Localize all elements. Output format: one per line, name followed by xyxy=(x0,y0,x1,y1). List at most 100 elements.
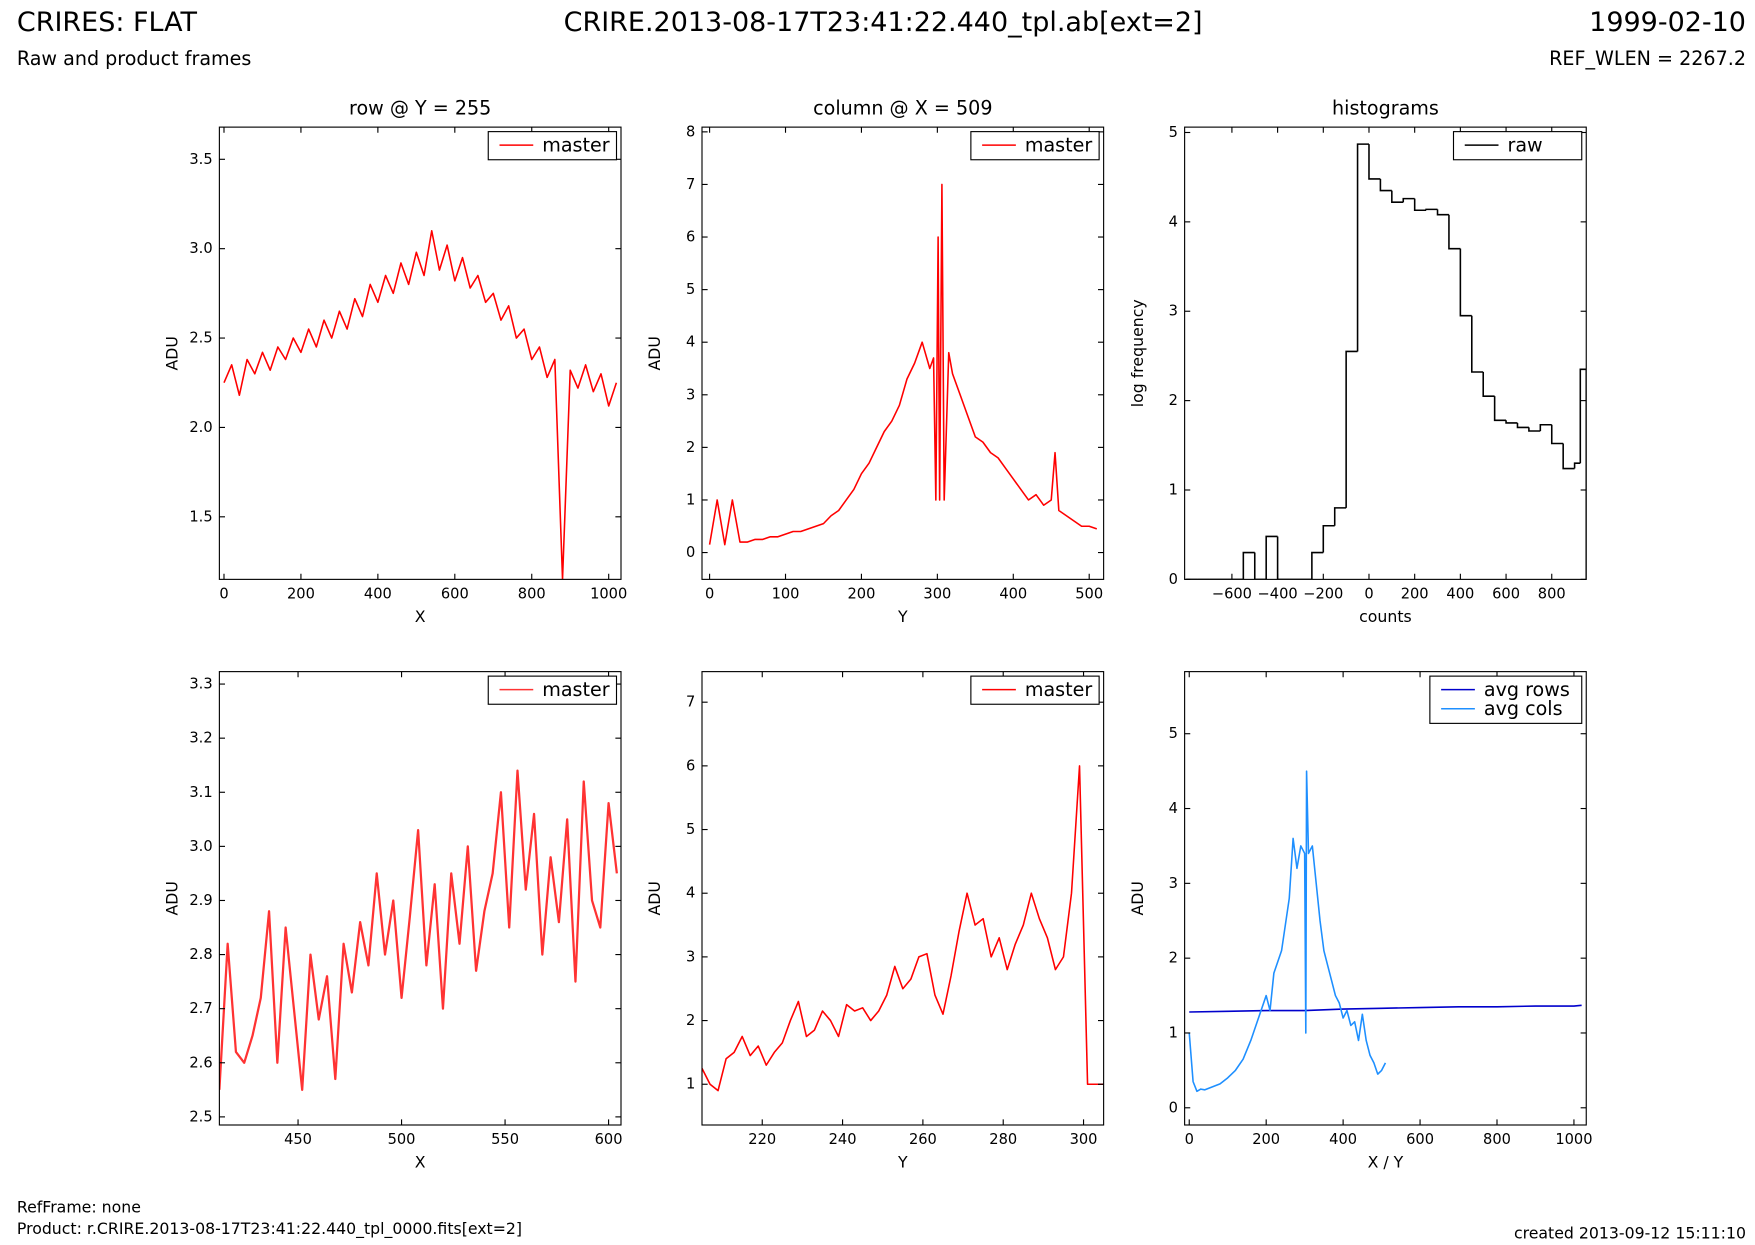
y-tick-label: 4 xyxy=(686,885,695,902)
y-tick-label: 7 xyxy=(686,694,695,711)
data-line xyxy=(1188,770,1387,1093)
data-line xyxy=(702,765,1104,1092)
x-tick-label: 600 xyxy=(595,1131,623,1148)
x-axis-label: X xyxy=(415,1153,426,1172)
y-tick-label: 3.0 xyxy=(189,838,212,855)
footer-ref-frame: RefFrame: none xyxy=(17,1198,141,1217)
histogram-step xyxy=(1459,248,1472,317)
x-tick-label: 550 xyxy=(491,1131,519,1148)
histogram-step xyxy=(1322,524,1335,553)
y-tick-label: 4 xyxy=(686,334,695,351)
y-tick-label: 3 xyxy=(1169,875,1178,892)
y-tick-label: 6 xyxy=(686,229,695,246)
y-tick-label: 4 xyxy=(1169,800,1178,817)
y-tick-label: 2 xyxy=(1169,950,1178,967)
histogram-step xyxy=(1379,178,1392,192)
x-tick-label: 240 xyxy=(829,1131,857,1148)
axes-frame xyxy=(1184,671,1587,1126)
y-tick-label: 5 xyxy=(1169,124,1178,141)
plot-area xyxy=(1188,770,1582,1093)
chart-title: histograms xyxy=(1332,96,1439,119)
x-tick-label: 400 xyxy=(364,585,392,602)
histogram-step xyxy=(1528,427,1541,432)
x-tick-label: 450 xyxy=(284,1131,312,1148)
plot-area xyxy=(702,765,1104,1092)
y-tick-label: 5 xyxy=(686,821,695,838)
x-tick-label: 200 xyxy=(1252,1131,1280,1148)
y-tick-label: 2.8 xyxy=(189,946,212,963)
y-tick-label: 5 xyxy=(686,281,695,298)
histogram-step xyxy=(1573,462,1581,469)
legend-label: avg cols xyxy=(1484,697,1563,720)
y-tick-label: 3.2 xyxy=(189,730,212,747)
legend-label: avg rows xyxy=(1484,678,1570,701)
x-tick-label: 0 xyxy=(705,585,714,602)
x-tick-label: 1000 xyxy=(590,585,627,602)
header-ref-wlen: REF_WLEN = 2267.2 xyxy=(1549,47,1746,70)
histogram-step xyxy=(1471,315,1484,373)
histogram-step xyxy=(1539,423,1552,432)
x-axis-label: Y xyxy=(897,607,908,626)
data-line xyxy=(708,183,1098,546)
x-tick-label: 200 xyxy=(287,585,315,602)
y-tick-label: 8 xyxy=(686,123,695,140)
histogram-step xyxy=(1253,552,1267,580)
header-subtitle: Raw and product frames xyxy=(17,47,252,70)
x-tick-label: 260 xyxy=(909,1131,937,1148)
plot-area xyxy=(219,769,618,1091)
y-tick-label: 6 xyxy=(686,757,695,774)
y-tick-label: 2.6 xyxy=(189,1054,212,1071)
data-line xyxy=(223,230,618,580)
plot-area xyxy=(1186,143,1587,580)
y-tick-label: 7 xyxy=(686,176,695,193)
y-tick-label: 2.9 xyxy=(189,892,212,909)
legend-label: raw xyxy=(1507,134,1542,157)
x-tick-label: 0 xyxy=(1185,1131,1194,1148)
data-line xyxy=(1189,1004,1582,1013)
x-tick-label: 500 xyxy=(388,1131,416,1148)
x-axis-label: counts xyxy=(1359,607,1412,626)
y-axis-label: ADU xyxy=(1128,881,1147,915)
histogram-step xyxy=(1402,197,1415,203)
histogram-step xyxy=(1425,208,1438,211)
header-title: CRIRES: FLAT xyxy=(17,7,198,38)
x-tick-label: 1000 xyxy=(1555,1131,1592,1148)
legend-label: master xyxy=(1025,134,1093,157)
x-tick-label: 500 xyxy=(1075,585,1103,602)
x-tick-label: 800 xyxy=(518,585,546,602)
header-date: 1999-02-10 xyxy=(1589,7,1746,38)
y-axis-label: ADU xyxy=(645,881,664,915)
histogram-step xyxy=(1333,507,1347,526)
x-tick-label: 300 xyxy=(923,585,951,602)
histogram-step xyxy=(1345,350,1358,508)
x-tick-label: 0 xyxy=(1364,585,1373,602)
y-tick-label: 2 xyxy=(686,439,695,456)
histogram-step xyxy=(1242,551,1255,580)
y-tick-label: 1 xyxy=(686,1076,695,1093)
plot-area xyxy=(708,183,1098,546)
x-tick-label: 400 xyxy=(1329,1131,1357,1148)
x-axis-label: Y xyxy=(897,1153,908,1172)
y-tick-label: 2.7 xyxy=(189,1000,212,1017)
axes-frame xyxy=(701,671,1105,1126)
y-tick-label: 2 xyxy=(686,1012,695,1029)
header-center-title: CRIRE.2013-08-17T23:41:22.440_tpl.ab[ext… xyxy=(564,7,1203,38)
axes-frame xyxy=(701,126,1105,580)
histogram-step xyxy=(1356,143,1369,352)
y-tick-label: 3 xyxy=(1169,303,1178,320)
histogram-step xyxy=(1550,424,1564,445)
x-tick-label: 600 xyxy=(1492,585,1520,602)
y-tick-label: 1 xyxy=(1169,1024,1178,1041)
y-axis-label: ADU xyxy=(163,881,182,915)
y-tick-label: 3 xyxy=(686,386,695,403)
histogram-step xyxy=(1505,420,1518,424)
y-axis-label: ADU xyxy=(645,336,664,370)
y-tick-label: 3.0 xyxy=(189,240,212,257)
x-tick-label: 800 xyxy=(1538,585,1566,602)
chart-title: column @ X = 509 xyxy=(813,96,992,119)
x-tick-label: 280 xyxy=(989,1131,1017,1148)
histogram-step xyxy=(1265,535,1278,580)
